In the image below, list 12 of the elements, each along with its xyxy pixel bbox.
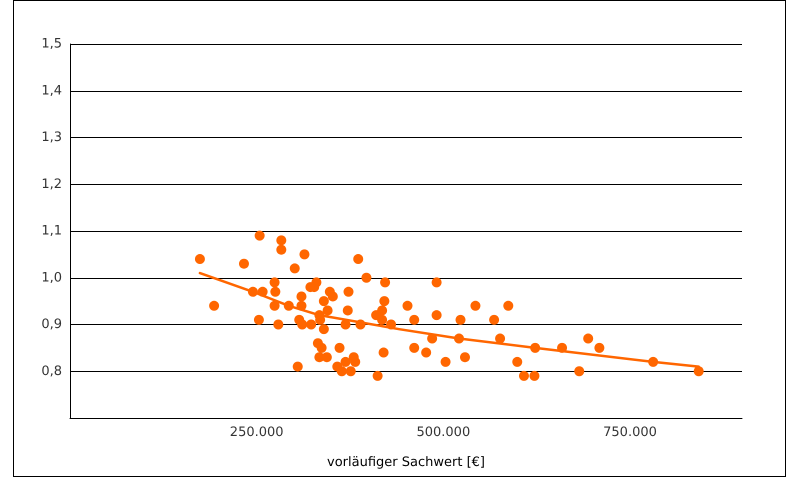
- x-tick-label: 500.000: [416, 425, 470, 440]
- y-tick-label: 1,1: [41, 224, 62, 238]
- y-tick-label: 1,4: [41, 83, 62, 98]
- x-tick-label: 750.000: [603, 425, 657, 440]
- y-tick-label: 0,9: [41, 317, 62, 332]
- x-tick-label: 250.000: [230, 425, 284, 440]
- y-tick-label: 1,0: [41, 270, 62, 286]
- y-tick-label: 0,8: [41, 364, 62, 379]
- y-tick-label: 1,5: [41, 36, 62, 52]
- y-tick-label: 1,3: [41, 130, 62, 145]
- y-tick-label: 1,2: [41, 176, 62, 192]
- x-axis-title: vorläufiger Sachwert [€]: [327, 455, 485, 470]
